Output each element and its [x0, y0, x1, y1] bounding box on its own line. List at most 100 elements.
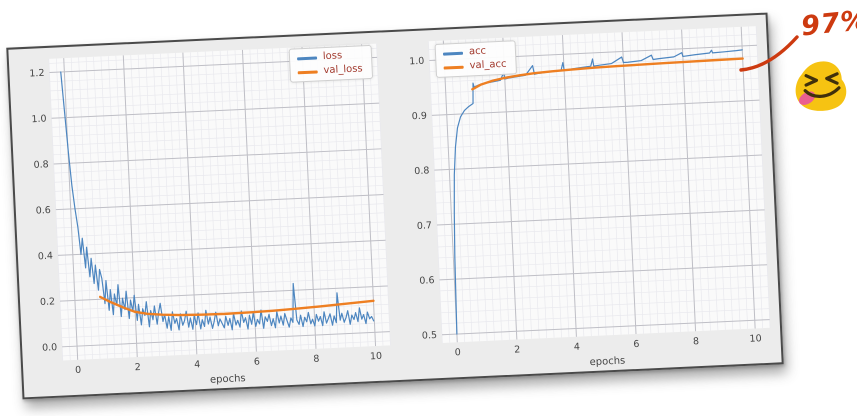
y-tick-label: 0.4 [38, 251, 54, 263]
grid-line-minor [435, 187, 764, 204]
grid-line-minor [56, 203, 384, 220]
grid-line [51, 102, 380, 119]
y-tick-label: 0.2 [40, 296, 56, 308]
grid-line [62, 331, 390, 348]
val_acc-line [471, 57, 744, 91]
training-plots-figure: 0 2 4 6 8 10 0.0 0.2 0.4 0.6 0.8 1.0 1.2 epochs loss … [6, 12, 784, 400]
acc-line [453, 49, 743, 335]
x-axis-label: epochs [210, 373, 246, 386]
accuracy-chart-legend: acc val_acc [434, 40, 517, 78]
grid-line-minor [433, 143, 762, 160]
grid-line-minor [50, 84, 379, 101]
loss-chart: 0 2 4 6 8 10 0.0 0.2 0.4 0.6 0.8 1.0 1.2 epochs [29, 43, 391, 386]
x-tick-label: 0 [75, 365, 82, 376]
grid-line-minor [60, 303, 389, 320]
grid-line-minor [430, 77, 759, 94]
grid-line-minor [435, 176, 764, 193]
grid-line [502, 37, 518, 340]
y-tick-label: 1.0 [409, 56, 425, 68]
grid-line [57, 239, 386, 256]
grid-line-minor [61, 322, 390, 339]
x-tick-label: 0 [454, 347, 461, 358]
grid-line [621, 32, 637, 335]
arrow-icon [739, 35, 799, 72]
grid-line [55, 194, 384, 211]
x-tick-label: 4 [194, 359, 201, 370]
grid-line-minor [439, 275, 768, 292]
grid-line-minor [431, 88, 760, 105]
y-tick-label: 0.7 [417, 220, 433, 232]
grid-line-minor [58, 249, 387, 265]
grid-line-minor [59, 267, 387, 284]
legend-label-val-loss: val_loss [323, 63, 363, 77]
y-tick-label: 0.6 [419, 275, 435, 287]
grid-line-minor [54, 157, 382, 174]
grid-line-minor [441, 308, 770, 325]
grid-line-minor [440, 286, 769, 303]
legend-entry-val-loss: val_loss [297, 63, 363, 77]
emoji-left-eye [804, 74, 819, 87]
loss-chart-panel: 0 2 4 6 8 10 0.0 0.2 0.4 0.6 0.8 1.0 1.2 epochs loss … [10, 35, 400, 396]
legend-label-loss: loss [322, 50, 343, 63]
y-tick-label: 0.0 [42, 342, 58, 354]
legend-entry-acc: acc [442, 45, 506, 59]
emoji-mouth [803, 86, 841, 98]
y-tick-label: 1.0 [31, 114, 47, 126]
loss-line-swatch [296, 55, 317, 60]
loss-chart-legend: loss val_loss [288, 44, 374, 83]
grid-line [53, 148, 382, 165]
grid-line-minor [436, 198, 765, 215]
tongue-out-emoji-icon [795, 61, 847, 111]
x-tick-label: 2 [134, 362, 141, 373]
grid-line-minor [55, 185, 384, 201]
grid-line-minor [56, 212, 385, 229]
grid-line-minor [440, 297, 769, 314]
grid-line-minor [57, 230, 386, 247]
y-tick-label: 1.2 [29, 68, 45, 80]
emoji-right-eye [825, 72, 839, 85]
grid-line-minor [52, 130, 381, 147]
grid-line-minor [432, 110, 761, 127]
grid-line-minor [60, 294, 389, 311]
x-tick-label: 6 [633, 339, 640, 350]
legend-label-val-acc: val_acc [469, 58, 507, 72]
x-tick-label: 8 [313, 354, 320, 365]
y-tick-label: 0.6 [35, 205, 51, 217]
grid-line [740, 26, 756, 329]
grid-line [441, 319, 770, 336]
grid-line [436, 209, 765, 226]
legend-entry-val-acc: val_acc [443, 58, 507, 73]
grid-line [442, 40, 458, 343]
grid-line-minor [438, 253, 767, 270]
grid-line-minor [433, 132, 762, 149]
grid-line-minor [430, 66, 758, 83]
grid-line-minor [437, 220, 766, 237]
annotation-97-text: 97% [799, 4, 857, 43]
x-tick-label: 2 [514, 344, 521, 355]
y-tick-label: 0.8 [33, 159, 49, 171]
grid-line-minor [437, 231, 766, 248]
accuracy-chart-panel: 0 2 4 6 8 10 0.5 0.6 0.7 0.8 0.9 1.0 epochs acc val_… [390, 18, 780, 379]
grid-line-minor [438, 242, 767, 259]
accuracy-chart: 0 2 4 6 8 10 0.5 0.6 0.7 0.8 0.9 1.0 epochs [409, 26, 771, 368]
x-tick-label: 4 [574, 342, 581, 353]
legend-entry-loss: loss [296, 50, 363, 63]
grid-line [439, 264, 768, 281]
acc-line-swatch [442, 51, 464, 56]
grid-line-minor [51, 111, 380, 128]
grid-line-minor [62, 340, 391, 357]
grid-line-minor [53, 139, 381, 156]
val-acc-line-swatch [443, 65, 464, 70]
grid-line [681, 29, 697, 332]
x-tick-label: 10 [370, 351, 383, 363]
x-tick-label: 8 [693, 336, 700, 347]
grid-line [431, 99, 760, 116]
legend-label-acc: acc [468, 45, 487, 58]
grid-line-minor [432, 121, 761, 138]
x-tick-label: 6 [254, 356, 261, 367]
val-loss-line-swatch [297, 69, 318, 74]
grid-line [561, 35, 577, 337]
grid-line-minor [52, 121, 381, 137]
grid-line-minor [54, 166, 383, 183]
grid-line-minor [434, 165, 763, 182]
